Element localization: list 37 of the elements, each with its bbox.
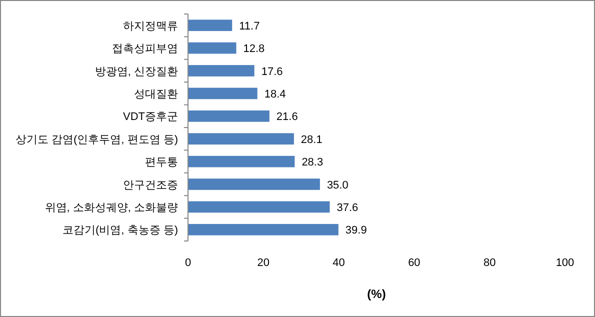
data-label: 18.4 xyxy=(264,88,286,100)
x-tick-label: 100 xyxy=(556,257,574,269)
bar xyxy=(188,42,236,54)
y-tick-label: 하지정맥류 xyxy=(123,20,178,32)
bar xyxy=(188,133,294,145)
bar xyxy=(188,201,330,213)
x-tick-label: 40 xyxy=(332,257,345,269)
x-tick-label: 60 xyxy=(408,257,420,269)
y-tick-label: 편두통 xyxy=(145,156,178,169)
data-label: 12.8 xyxy=(243,43,265,56)
data-label: 11.7 xyxy=(239,20,260,32)
x-tick-label: 80 xyxy=(483,257,496,269)
bar xyxy=(188,65,254,76)
data-label: 37.6 xyxy=(336,202,358,214)
y-tick-label: 위염, 소화성궤양, 소화불량 xyxy=(44,202,178,214)
data-label: 28.1 xyxy=(300,134,322,146)
bar xyxy=(188,20,232,32)
bar xyxy=(188,156,295,168)
bar xyxy=(188,178,320,190)
bar xyxy=(188,88,258,100)
y-tick-label: 방광염, 신장질환 xyxy=(94,66,178,78)
y-tick-label: 안구건조증 xyxy=(123,179,178,192)
y-tick-label: VDT증후군 xyxy=(123,111,178,124)
data-label: 17.6 xyxy=(261,66,283,78)
data-label: 39.9 xyxy=(345,224,367,237)
x-tick-label: 20 xyxy=(257,257,270,269)
x-tick-label: 0 xyxy=(184,257,192,269)
y-tick-label: 성대질환 xyxy=(134,88,178,100)
y-tick-label: 접촉성피부염 xyxy=(112,43,178,56)
data-label: 21.6 xyxy=(276,111,298,124)
y-tick-label: 상기도 감염(인후두염, 편도염 등) xyxy=(15,134,178,146)
bar xyxy=(188,110,270,122)
x-axis-title: (%) xyxy=(367,287,386,301)
data-label: 35.0 xyxy=(326,179,348,192)
y-tick-label: 코감기(비염, 축농증 등) xyxy=(62,224,178,237)
bar xyxy=(188,224,338,236)
data-label: 28.3 xyxy=(302,156,324,169)
